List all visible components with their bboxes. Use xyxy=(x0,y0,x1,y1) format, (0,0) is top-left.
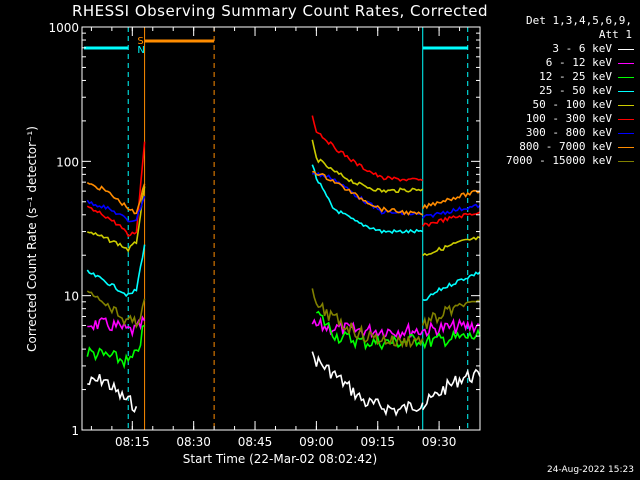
legend-swatch xyxy=(618,146,634,148)
series-line xyxy=(422,203,481,219)
legend-entry: 7000 - 15000 keV xyxy=(480,154,636,168)
series-line xyxy=(311,288,424,349)
series-line xyxy=(86,244,146,298)
series-line xyxy=(87,374,138,413)
legend-header-detectors: Det 1,3,4,5,6,9, xyxy=(526,14,632,27)
chart-title: RHESSI Observing Summary Count Rates, Co… xyxy=(71,2,489,20)
legend-entry-label: 6 - 12 keV xyxy=(545,56,612,69)
legend-swatch xyxy=(618,48,634,50)
y-tick-label: 1 xyxy=(71,424,79,438)
series-line xyxy=(86,141,146,238)
x-tick-label: 08:30 xyxy=(176,435,211,449)
series-line xyxy=(87,315,146,338)
legend-entry-label: 25 - 50 keV xyxy=(539,84,612,97)
timestamp: 24-Aug-2022 15:23 xyxy=(546,465,634,475)
legend-swatch xyxy=(618,160,634,162)
legend-header-attenuator: Att 1 xyxy=(598,28,632,41)
legend-entry-label: 50 - 100 keV xyxy=(532,98,612,111)
series-line xyxy=(311,316,424,340)
legend-swatch xyxy=(618,104,634,106)
legend-entry: 12 - 25 keV xyxy=(480,70,636,84)
series-line xyxy=(421,328,481,350)
series-line xyxy=(422,235,481,257)
legend-swatch xyxy=(618,90,634,92)
y-tick-label: 1000 xyxy=(48,21,79,35)
flag-annotation: S xyxy=(137,36,143,47)
legend-entry: 25 - 50 keV xyxy=(480,84,636,98)
series-line xyxy=(312,171,424,216)
series-line xyxy=(421,299,481,329)
legend-entry: 50 - 100 keV xyxy=(480,98,636,112)
series-line xyxy=(422,271,481,302)
series-line xyxy=(311,115,424,182)
series-line xyxy=(87,186,146,253)
series-line xyxy=(86,195,146,223)
x-tick-label: 09:30 xyxy=(422,435,457,449)
legend-entry-label: 12 - 25 keV xyxy=(539,70,612,83)
series-line xyxy=(311,139,424,194)
legend-entry-label: 800 - 7000 keV xyxy=(519,140,612,153)
legend-entries: 3 - 6 keV 6 - 12 keV 12 - 25 keV 25 - 50 ke… xyxy=(480,42,636,168)
flag-annotation: N xyxy=(137,45,144,56)
plot-frame xyxy=(81,26,481,431)
legend-entry: 100 - 300 keV xyxy=(480,112,636,126)
legend-entry-label: 3 - 6 keV xyxy=(552,42,612,55)
legend-entry-label: 7000 - 15000 keV xyxy=(506,154,612,167)
y-axis-title: Corrected Count Rate (s⁻¹ detector⁻¹) xyxy=(25,126,39,352)
x-tick-label: 09:15 xyxy=(360,435,395,449)
legend-entry: 6 - 12 keV xyxy=(480,56,636,70)
series-line xyxy=(86,290,146,329)
legend-swatch xyxy=(618,62,634,64)
legend-entry: 3 - 6 keV xyxy=(480,42,636,56)
x-tick-label: 08:45 xyxy=(238,435,273,449)
series-line xyxy=(422,211,481,228)
legend-entry-label: 300 - 800 keV xyxy=(525,126,612,139)
x-tick-label: 09:00 xyxy=(299,435,334,449)
series-line xyxy=(86,182,146,215)
x-axis-title: Start Time (22-Mar-02 08:02:42) xyxy=(182,452,378,466)
legend: Det 1,3,4,5,6,9, Att 1 3 - 6 keV 6 - 12 k… xyxy=(480,14,636,168)
y-tick-label: 100 xyxy=(56,155,79,169)
series-line xyxy=(422,189,481,210)
series-line xyxy=(86,324,145,370)
legend-entry: 300 - 800 keV xyxy=(480,126,636,140)
series-line xyxy=(311,164,424,235)
series-line xyxy=(422,368,481,411)
legend-swatch xyxy=(618,76,634,78)
series-line xyxy=(311,351,424,417)
series-line xyxy=(422,317,481,339)
legend-swatch xyxy=(618,118,634,120)
x-tick-label: 08:15 xyxy=(115,435,150,449)
y-tick-label: 10 xyxy=(64,290,79,304)
legend-entry: 800 - 7000 keV xyxy=(480,140,636,154)
legend-swatch xyxy=(618,132,634,134)
legend-entry-label: 100 - 300 keV xyxy=(525,112,612,125)
